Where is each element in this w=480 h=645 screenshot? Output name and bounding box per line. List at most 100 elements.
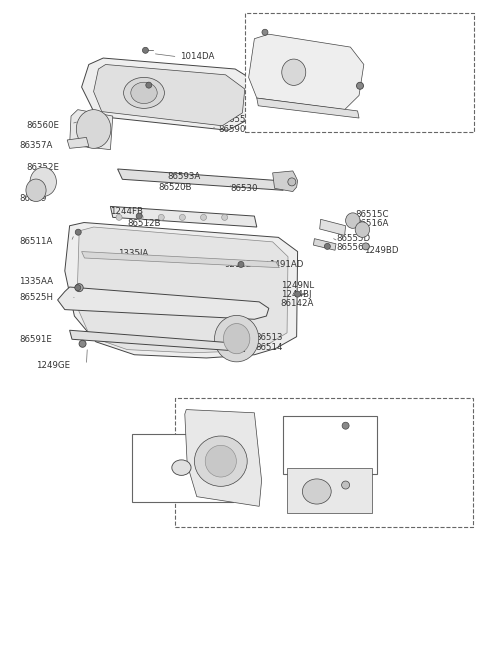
Polygon shape (70, 330, 245, 352)
Polygon shape (65, 223, 298, 358)
Polygon shape (249, 34, 364, 110)
Ellipse shape (30, 168, 56, 197)
FancyBboxPatch shape (283, 416, 377, 474)
Text: 86523B: 86523B (191, 475, 225, 484)
Text: 1249LQ: 1249LQ (148, 461, 181, 470)
Circle shape (158, 214, 164, 221)
Ellipse shape (346, 213, 360, 228)
Text: 86352E: 86352E (26, 163, 60, 172)
Text: 86590: 86590 (218, 124, 246, 134)
Circle shape (136, 213, 142, 219)
Text: 1249NL: 1249NL (281, 281, 314, 290)
Text: (W/FOG LAMP): (W/FOG LAMP) (190, 404, 252, 413)
Text: 86516A: 86516A (355, 219, 389, 228)
Circle shape (75, 284, 83, 292)
Polygon shape (82, 58, 259, 130)
Circle shape (342, 422, 349, 429)
Text: 86591E: 86591E (19, 335, 52, 344)
Polygon shape (313, 239, 336, 250)
Polygon shape (257, 98, 359, 118)
Circle shape (79, 341, 86, 347)
Text: 86530: 86530 (230, 184, 258, 193)
Polygon shape (320, 219, 346, 235)
Text: 86515C: 86515C (355, 210, 389, 219)
Text: 86655E: 86655E (218, 115, 252, 124)
Ellipse shape (76, 110, 111, 148)
Text: 86555D: 86555D (336, 234, 370, 243)
Polygon shape (82, 252, 279, 268)
Polygon shape (94, 64, 245, 126)
Text: 86590: 86590 (365, 94, 392, 103)
Ellipse shape (223, 324, 250, 353)
Circle shape (262, 29, 268, 35)
Circle shape (288, 178, 296, 186)
Ellipse shape (282, 59, 306, 85)
Text: 86353C: 86353C (170, 83, 204, 92)
Circle shape (137, 214, 143, 221)
Ellipse shape (194, 436, 247, 486)
Text: 86353C: 86353C (283, 66, 317, 75)
Text: 1249LG: 1249LG (148, 470, 181, 479)
FancyBboxPatch shape (245, 13, 474, 132)
Circle shape (75, 284, 81, 291)
Polygon shape (185, 410, 262, 506)
Ellipse shape (26, 179, 46, 201)
Circle shape (222, 214, 228, 221)
Circle shape (295, 291, 300, 297)
Polygon shape (273, 171, 298, 192)
Text: 1491AD: 1491AD (269, 260, 303, 269)
Ellipse shape (302, 479, 331, 504)
Text: 86556D: 86556D (336, 243, 370, 252)
Text: 86511A: 86511A (19, 237, 53, 246)
Text: 86520B: 86520B (158, 183, 192, 192)
Text: 86560E: 86560E (26, 121, 60, 130)
Polygon shape (110, 206, 257, 227)
Circle shape (324, 243, 330, 250)
FancyBboxPatch shape (132, 434, 233, 502)
Polygon shape (77, 227, 288, 353)
Text: (C TYPE): (C TYPE) (258, 21, 295, 30)
Polygon shape (67, 137, 89, 148)
Polygon shape (70, 110, 113, 150)
Circle shape (357, 83, 363, 89)
Ellipse shape (205, 445, 236, 477)
Text: 1014DA: 1014DA (270, 30, 304, 39)
Circle shape (116, 214, 122, 221)
FancyBboxPatch shape (175, 398, 473, 527)
Text: 86357A: 86357A (19, 141, 53, 150)
Ellipse shape (215, 315, 259, 362)
Text: 1249LJ: 1249LJ (343, 425, 372, 434)
Text: 86359: 86359 (327, 110, 355, 119)
Text: 92162: 92162 (225, 260, 252, 269)
Text: 86525H: 86525H (19, 293, 53, 303)
Text: 92202: 92202 (284, 442, 312, 451)
Text: 86359: 86359 (19, 194, 47, 203)
Text: 1014DA: 1014DA (180, 52, 215, 61)
Ellipse shape (172, 460, 191, 475)
Circle shape (238, 261, 244, 268)
Ellipse shape (131, 82, 157, 104)
Polygon shape (287, 468, 372, 513)
Text: 18647: 18647 (295, 493, 323, 502)
Text: 1244FB: 1244FB (110, 207, 144, 216)
Circle shape (342, 481, 349, 489)
Text: 86593A: 86593A (167, 172, 200, 181)
Circle shape (75, 229, 81, 235)
Text: 86350: 86350 (355, 110, 383, 119)
Polygon shape (58, 287, 269, 319)
Circle shape (201, 214, 206, 221)
Circle shape (180, 214, 185, 221)
Ellipse shape (124, 77, 164, 108)
Text: 86524C: 86524C (191, 484, 225, 493)
Text: 86142A: 86142A (281, 299, 314, 308)
Text: 86514: 86514 (255, 342, 283, 352)
Polygon shape (118, 169, 283, 190)
Circle shape (146, 82, 152, 88)
Text: 92201: 92201 (284, 433, 312, 442)
Circle shape (143, 47, 148, 54)
Text: 1335JA: 1335JA (118, 249, 148, 258)
Text: 86513: 86513 (255, 333, 283, 342)
Text: 1249GE: 1249GE (36, 361, 70, 370)
Text: 1249BD: 1249BD (364, 246, 398, 255)
Text: 1244BJ: 1244BJ (281, 290, 312, 299)
